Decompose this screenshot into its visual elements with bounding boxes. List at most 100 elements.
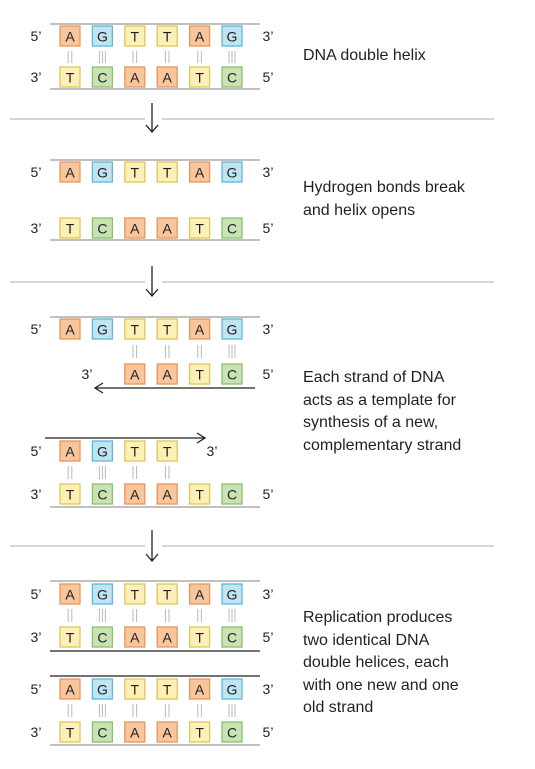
base-A: A	[124, 217, 146, 239]
base-G: G	[91, 440, 114, 462]
base-box	[124, 217, 146, 239]
base-A: A	[124, 626, 146, 648]
base-G: G	[221, 318, 243, 340]
base-box	[124, 721, 146, 743]
base-box	[156, 25, 178, 47]
p3-template-top-right-end: 3’	[263, 321, 274, 337]
base-box	[156, 626, 178, 648]
base-letter: T	[163, 165, 172, 181]
base-box	[188, 161, 211, 183]
base-box	[156, 66, 178, 88]
base-A: A	[124, 721, 146, 743]
caption-line: two identical DNA	[303, 631, 430, 649]
base-G: G	[91, 161, 114, 183]
p1-top-right-end: 3’	[263, 28, 274, 44]
base-box	[188, 217, 211, 239]
p1-top-left-end: 5’	[31, 28, 42, 44]
base-letter: A	[163, 487, 173, 503]
base-letter: T	[131, 29, 140, 45]
base-box	[188, 583, 211, 605]
caption-line: acts as a template for	[303, 391, 456, 409]
base-A: A	[156, 626, 178, 648]
base-box	[59, 66, 81, 88]
base-box	[124, 363, 146, 385]
base-letter: C	[227, 630, 237, 646]
base-G: G	[91, 25, 114, 47]
base-box	[124, 318, 146, 340]
base-letter: C	[97, 487, 107, 503]
caption-line: Hydrogen bonds break	[303, 179, 465, 196]
base-letter: A	[195, 322, 205, 338]
base-letter: G	[227, 29, 238, 45]
base-letter: A	[65, 587, 75, 603]
base-A: A	[156, 363, 178, 385]
base-A: A	[59, 583, 81, 605]
base-T: T	[156, 583, 178, 605]
base-T: T	[156, 161, 178, 183]
base-T: T	[156, 678, 178, 700]
base-box	[124, 440, 146, 462]
base-T: T	[156, 318, 178, 340]
base-box	[221, 678, 243, 700]
base-box	[59, 440, 81, 462]
base-box	[156, 583, 178, 605]
base-G: G	[91, 583, 114, 605]
base-letter: C	[97, 70, 107, 86]
base-A: A	[124, 66, 146, 88]
p3-bottom-bonds	[67, 466, 170, 479]
caption-template: Each strand of DNA acts as a template fo…	[303, 367, 461, 457]
base-box	[59, 217, 81, 239]
base-letter: T	[163, 444, 172, 460]
base-box	[59, 626, 81, 648]
p3-top-bonds	[132, 345, 236, 358]
base-T: T	[124, 161, 146, 183]
base-T: T	[188, 626, 211, 648]
p2-bottom-right-end: 5’	[263, 220, 274, 236]
base-letter: G	[227, 682, 238, 698]
base-box	[188, 678, 211, 700]
caption-line: double helices, each	[303, 654, 449, 671]
base-box	[221, 363, 243, 385]
base-letter: T	[131, 682, 140, 698]
base-box	[188, 318, 211, 340]
base-letter: A	[130, 487, 140, 503]
base-T: T	[156, 440, 178, 462]
base-letter: T	[131, 587, 140, 603]
base-T: T	[124, 440, 146, 462]
base-box	[59, 318, 81, 340]
caption-line: complementary strand	[303, 436, 462, 454]
p4-h1-top-left-end: 5’	[31, 586, 42, 602]
base-C: C	[91, 626, 114, 648]
base-letter: A	[195, 682, 205, 698]
base-letter: G	[227, 322, 238, 338]
caption-line: Replication produces	[303, 609, 453, 626]
base-box	[221, 483, 243, 505]
p4-h2-bonds	[67, 704, 236, 717]
base-box	[221, 66, 243, 88]
base-C: C	[91, 483, 114, 505]
p4-h2-top-left-end: 5’	[31, 681, 42, 697]
p3-new-top-arrowhead	[93, 382, 104, 394]
p4-h1-bottom-right-end: 5’	[263, 629, 274, 645]
base-letter: A	[65, 322, 75, 338]
p2-top-left-end: 5’	[31, 164, 42, 180]
base-letter: A	[130, 70, 140, 86]
base-A: A	[59, 161, 81, 183]
base-letter: G	[97, 165, 108, 181]
p4-h1-bottom-left-end: 3’	[31, 629, 42, 645]
base-letter: C	[97, 725, 107, 741]
base-box	[221, 721, 243, 743]
caption-double-helix: DNA double helix	[303, 45, 426, 68]
base-letter: T	[131, 322, 140, 338]
base-T: T	[188, 363, 211, 385]
base-A: A	[59, 318, 81, 340]
base-C: C	[221, 626, 243, 648]
base-letter: A	[195, 587, 205, 603]
base-letter: T	[195, 725, 204, 741]
base-letter: A	[65, 682, 75, 698]
caption-line: DNA double helix	[303, 47, 426, 64]
